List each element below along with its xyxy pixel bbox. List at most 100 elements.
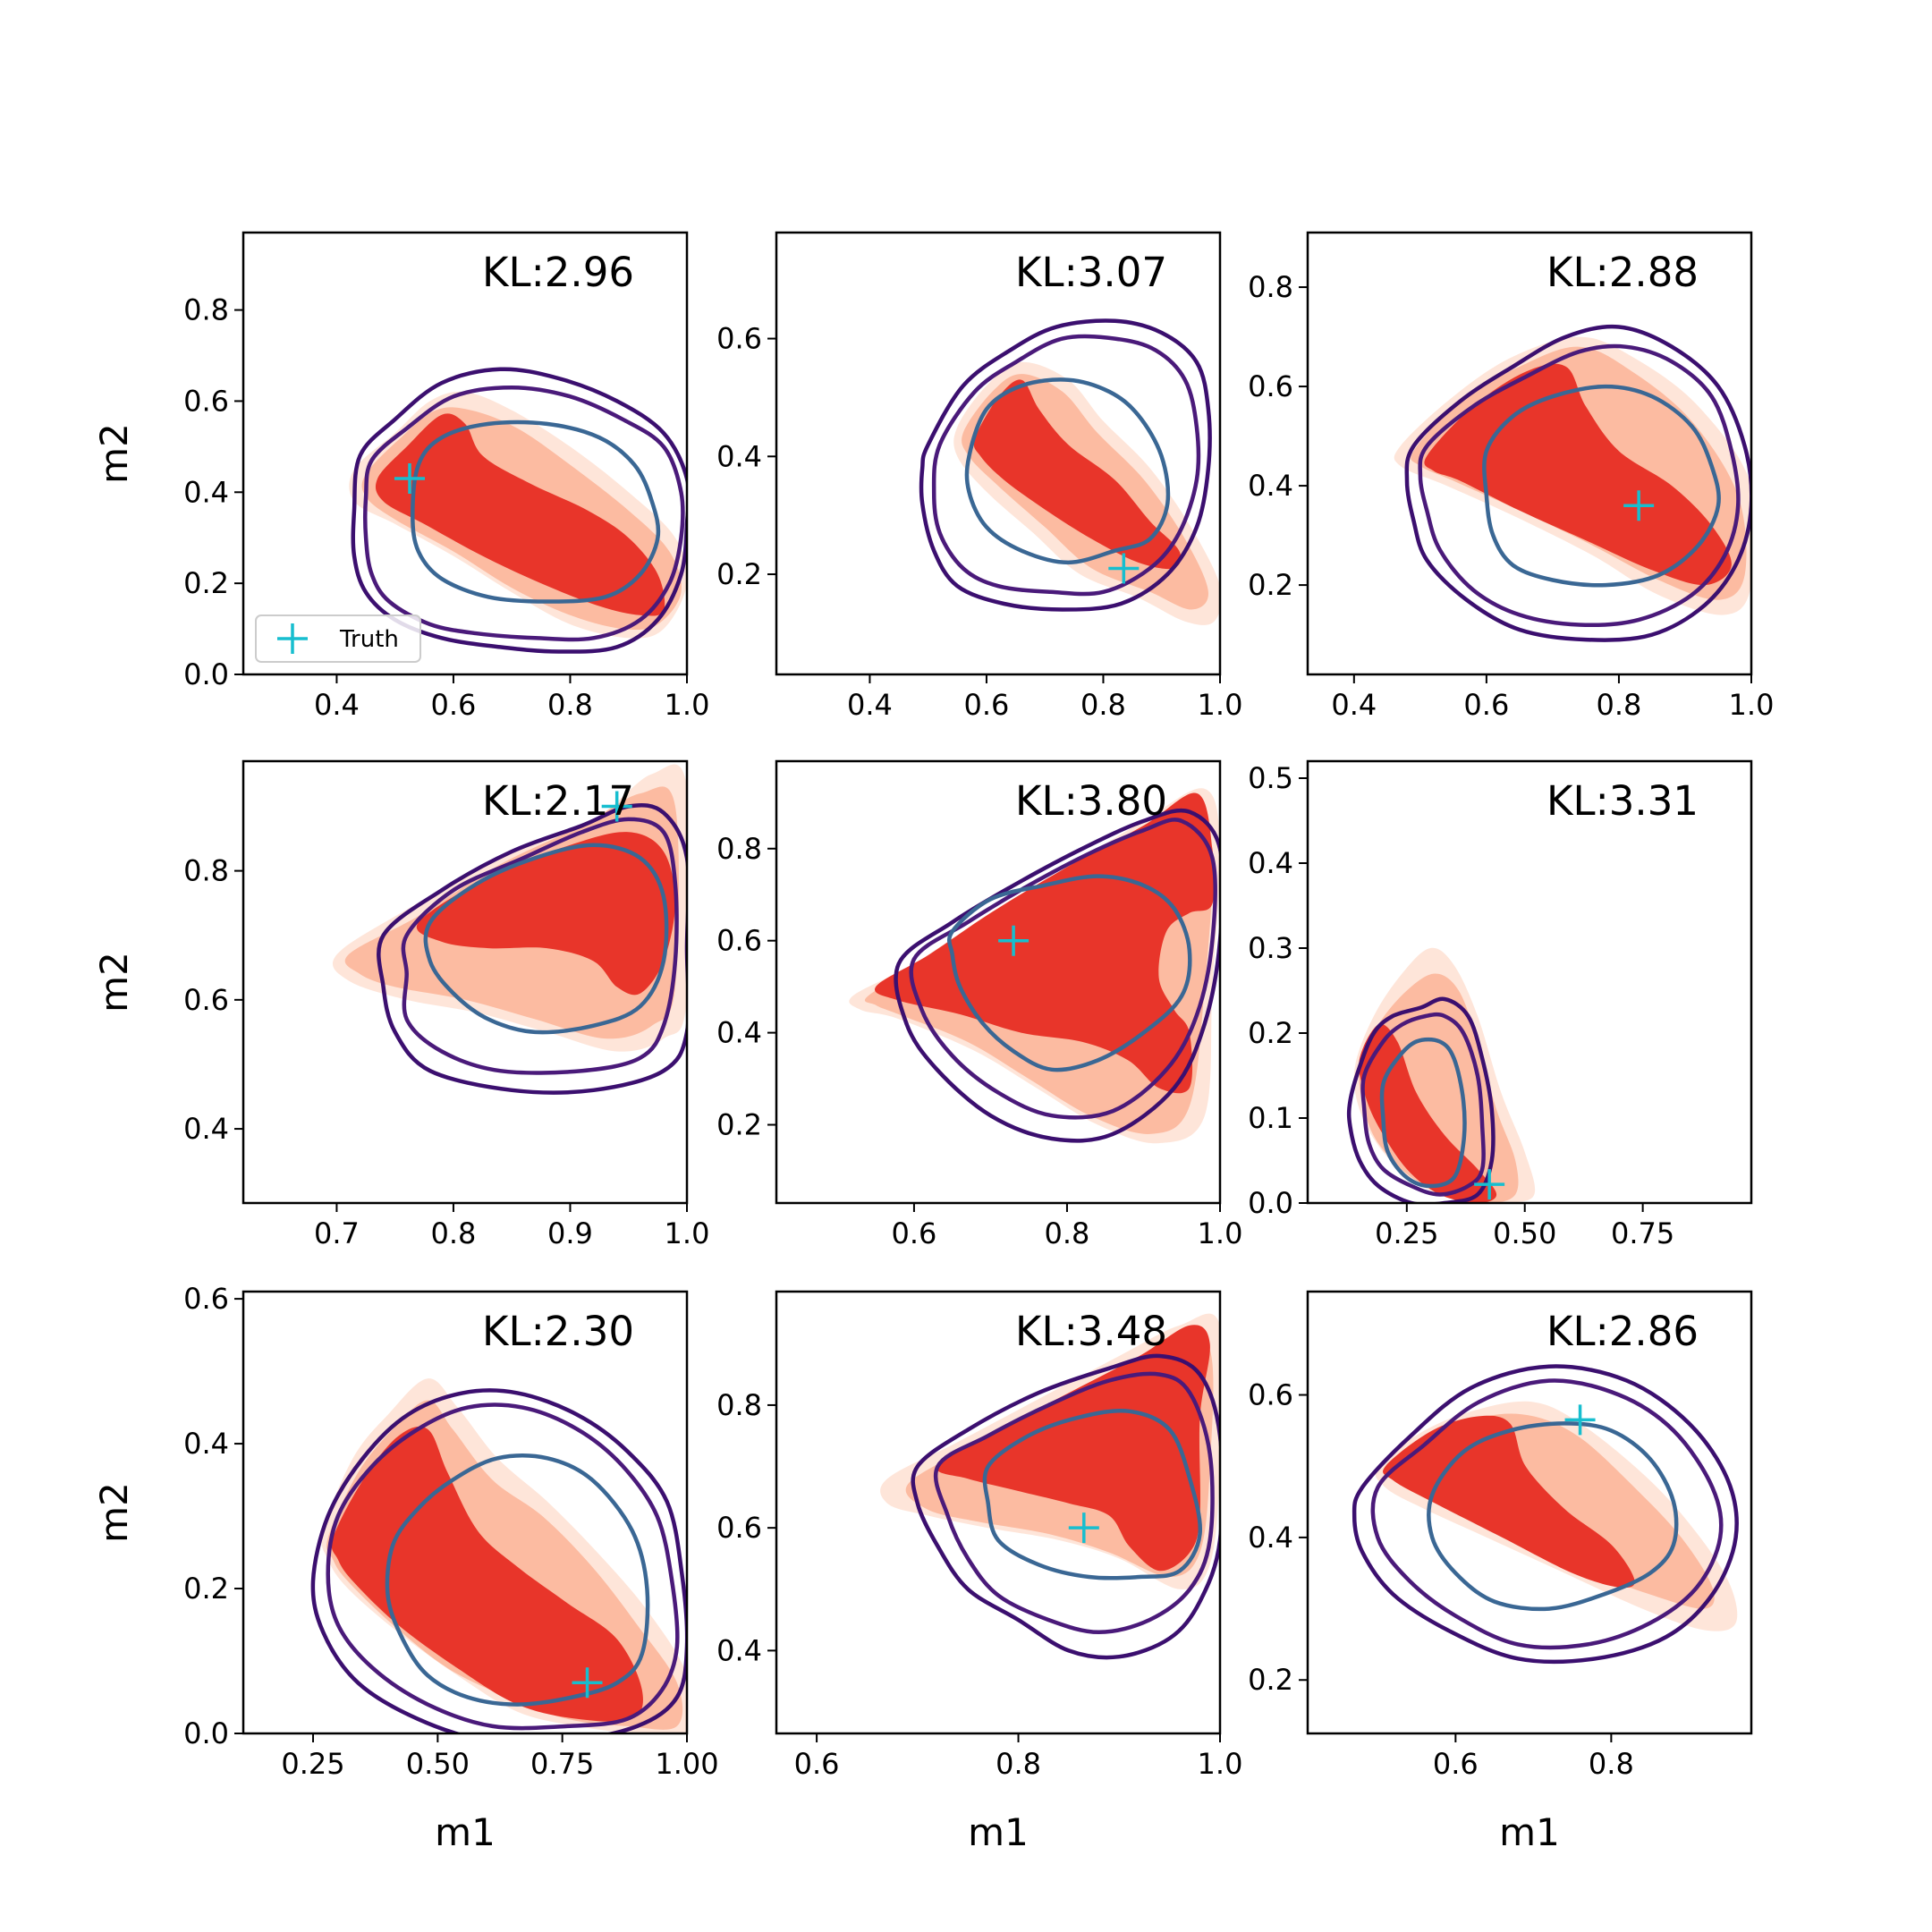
x-tick-label: 0.8 xyxy=(1596,688,1641,722)
y-tick-label: 0.4 xyxy=(183,1112,229,1146)
truth-marker xyxy=(1564,1404,1596,1436)
y-tick-label: 0.8 xyxy=(183,854,229,888)
kl-label: KL:3.07 xyxy=(1015,249,1167,296)
y-tick-label: 0.8 xyxy=(716,1388,762,1422)
axes-frame xyxy=(1306,231,1753,676)
x-tick-label: 0.50 xyxy=(406,1747,470,1781)
axes-frame xyxy=(1306,759,1753,1205)
subplot-6: 0.25 0.50 0.75 0.0 0.1 0.2 0.3 0.4 0.5 KL:3.31 xyxy=(1248,759,1753,1250)
contour-line-middle xyxy=(1370,1378,1724,1650)
kl-label: KL:2.88 xyxy=(1546,249,1699,296)
contour-line-middle xyxy=(326,1402,680,1731)
x-tick-label: 1.0 xyxy=(665,688,710,722)
contour-line-middle xyxy=(1360,1012,1486,1197)
x-tick-label: 0.25 xyxy=(1375,1216,1438,1250)
contour-line-outer xyxy=(1352,1364,1739,1665)
x-tick-label: 0.50 xyxy=(1493,1216,1556,1250)
subplot-7: 0.25 0.50 0.75 1.00 0.0 0.2 0.4 0.6 KL:2.30 m2 m1 xyxy=(92,1282,719,1854)
y-tick-label: 0.4 xyxy=(716,1633,762,1667)
x-tick-label: 1.0 xyxy=(1198,688,1243,722)
y-tick-label: 0.6 xyxy=(183,384,229,418)
x-tick-label: 0.4 xyxy=(1331,688,1377,722)
x-tick-label: 0.8 xyxy=(996,1747,1041,1781)
y-axis-label: m2 xyxy=(92,423,136,484)
truth-marker xyxy=(394,463,425,495)
axes-frame xyxy=(242,231,689,676)
y-tick-label: 0.4 xyxy=(1248,846,1293,880)
contour-line-inner xyxy=(411,419,661,604)
y-tick-label: 0.4 xyxy=(716,439,762,473)
y-tick-label: 0.2 xyxy=(183,1572,229,1606)
truth-marker xyxy=(1108,553,1140,584)
density-fill-inner xyxy=(973,379,1182,570)
x-tick-label: 0.4 xyxy=(314,688,360,722)
y-tick-label: 0.0 xyxy=(183,1716,229,1750)
plot-area xyxy=(333,764,687,1095)
contour-line-inner xyxy=(385,1453,650,1707)
plot-area xyxy=(349,367,687,654)
plot-area xyxy=(1394,324,1751,642)
y-tick-label: 0.6 xyxy=(716,1511,762,1545)
truth-marker xyxy=(1474,1169,1505,1200)
x-tick-label: 0.6 xyxy=(1433,1747,1479,1781)
x-tick-label: 1.0 xyxy=(1198,1216,1243,1250)
contour-line-outer xyxy=(1404,324,1751,642)
y-tick-label: 0.2 xyxy=(1248,1016,1293,1050)
axes-frame xyxy=(775,1290,1222,1735)
contour-line-inner xyxy=(1379,1037,1467,1189)
kl-label: KL:2.86 xyxy=(1546,1308,1699,1355)
y-tick-label: 0.6 xyxy=(183,983,229,1017)
x-tick-label: 1.0 xyxy=(665,1216,710,1250)
truth-marker xyxy=(601,791,632,822)
y-tick-label: 0.6 xyxy=(716,924,762,958)
x-tick-label: 0.4 xyxy=(847,688,893,722)
axes-frame xyxy=(242,759,689,1205)
x-axis-label: m1 xyxy=(968,1810,1029,1854)
kl-label: KL:3.80 xyxy=(1015,777,1167,825)
truth-marker xyxy=(1068,1513,1099,1544)
y-tick-label: 0.6 xyxy=(183,1282,229,1316)
x-tick-label: 0.8 xyxy=(547,688,593,722)
contour-line-inner xyxy=(1427,1421,1679,1612)
x-tick-label: 0.8 xyxy=(1589,1747,1634,1781)
plot-area xyxy=(1352,1364,1739,1665)
density-fill-inner xyxy=(936,1325,1210,1572)
truth-marker xyxy=(572,1667,603,1699)
x-tick-label: 0.8 xyxy=(1045,1216,1090,1250)
x-tick-label: 0.6 xyxy=(964,688,1010,722)
x-tick-label: 1.0 xyxy=(1729,688,1775,722)
density-fill-inner xyxy=(1383,1415,1635,1589)
contour-line-inner xyxy=(1482,384,1721,588)
contour-line-outer xyxy=(1346,996,1496,1203)
y-tick-label: 0.4 xyxy=(1248,469,1293,503)
contour-line-inner xyxy=(964,377,1171,565)
y-tick-label: 0.4 xyxy=(716,1016,762,1050)
legend-box xyxy=(255,614,421,663)
x-tick-label: 0.6 xyxy=(891,1216,936,1250)
x-axis-label: m1 xyxy=(435,1810,496,1854)
contour-line-middle xyxy=(401,817,679,1075)
contour-line-outer xyxy=(351,367,687,654)
plot-area xyxy=(849,788,1220,1144)
x-tick-label: 0.8 xyxy=(1080,688,1126,722)
x-tick-label: 0.75 xyxy=(1611,1216,1674,1250)
x-tick-label: 1.0 xyxy=(1198,1747,1243,1781)
plot-area xyxy=(880,1313,1220,1660)
y-tick-label: 0.8 xyxy=(716,832,762,866)
y-tick-label: 0.0 xyxy=(1248,1186,1293,1220)
legend-truth-marker xyxy=(277,623,308,654)
contour-line-middle xyxy=(909,818,1217,1120)
x-tick-label: 0.7 xyxy=(314,1216,360,1250)
truth-marker xyxy=(998,925,1030,956)
x-tick-label: 0.75 xyxy=(530,1747,594,1781)
y-tick-label: 0.6 xyxy=(1248,369,1293,403)
y-tick-label: 0.8 xyxy=(183,293,229,327)
plot-area xyxy=(919,318,1220,625)
axes-frame xyxy=(242,1290,689,1735)
subplot-3: 0.4 0.6 0.8 1.0 0.2 0.4 0.6 0.8 KL:2.88 xyxy=(1248,231,1775,722)
contour-line-outer xyxy=(310,1388,687,1733)
x-tick-label: 0.6 xyxy=(431,688,477,722)
contour-line-middle xyxy=(1418,343,1741,628)
kl-label: KL:2.30 xyxy=(482,1308,634,1355)
contour-line-inner xyxy=(946,874,1192,1072)
